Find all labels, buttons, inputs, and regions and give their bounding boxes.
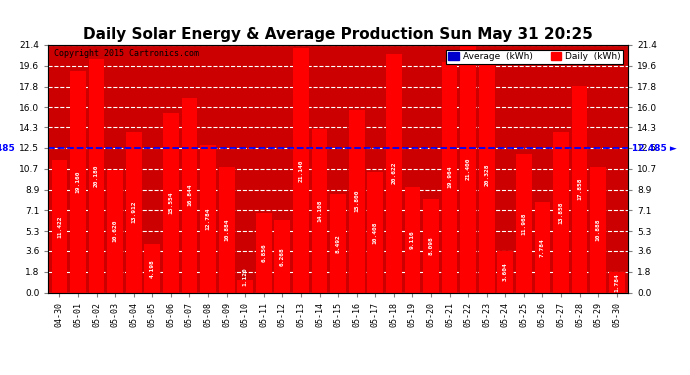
Bar [256,213,272,292]
Bar [70,71,86,292]
Text: 7.784: 7.784 [540,238,545,257]
Bar [200,145,216,292]
Bar [126,132,141,292]
Text: 10.408: 10.408 [373,221,377,244]
Title: Daily Solar Energy & Average Production Sun May 31 20:25: Daily Solar Energy & Average Production … [83,27,593,42]
Bar [609,272,624,292]
Text: Copyright 2015 Cartronics.com: Copyright 2015 Cartronics.com [54,49,199,58]
Text: 1.120: 1.120 [243,267,248,286]
Bar [367,172,383,292]
Bar [572,86,587,292]
Bar [423,199,439,292]
Bar [237,279,253,292]
Text: 10.888: 10.888 [595,218,601,241]
Text: 16.844: 16.844 [187,184,192,206]
Bar [275,220,290,292]
Text: 3.604: 3.604 [503,262,508,281]
Bar [348,110,364,292]
Bar [144,244,160,292]
Text: 19.964: 19.964 [447,166,452,188]
Text: 11.422: 11.422 [57,215,62,238]
Text: 13.858: 13.858 [558,201,564,223]
Bar [163,112,179,292]
Text: 15.554: 15.554 [168,191,173,214]
Bar [386,54,402,292]
Text: 8.492: 8.492 [335,234,341,253]
Text: 4.198: 4.198 [150,259,155,278]
Text: 19.160: 19.160 [75,171,81,193]
Text: 9.116: 9.116 [410,230,415,249]
Text: 21.140: 21.140 [299,159,304,182]
Legend: Average  (kWh), Daily  (kWh): Average (kWh), Daily (kWh) [446,50,623,64]
Text: ◄ 12.485: ◄ 12.485 [0,144,15,153]
Bar [107,170,123,292]
Text: 20.180: 20.180 [94,165,99,187]
Text: 20.328: 20.328 [484,164,489,186]
Bar [404,187,420,292]
Text: 17.858: 17.858 [577,178,582,201]
Text: 21.400: 21.400 [466,158,471,180]
Text: 8.098: 8.098 [428,236,433,255]
Bar [553,132,569,292]
Text: 1.784: 1.784 [614,273,619,291]
Bar [312,129,328,292]
Text: 20.622: 20.622 [391,162,396,184]
Text: 14.108: 14.108 [317,200,322,222]
Bar [331,194,346,292]
Text: 15.800: 15.800 [354,190,359,212]
Bar [460,45,476,292]
Bar [219,166,235,292]
Bar [479,57,495,292]
Text: 12.784: 12.784 [206,207,210,230]
Text: 10.620: 10.620 [112,220,118,242]
Text: 6.856: 6.856 [262,243,266,262]
Bar [516,154,532,292]
Bar [89,59,104,292]
Bar [181,98,197,292]
Bar [52,160,68,292]
Bar [442,62,457,292]
Bar [293,48,309,292]
Text: 11.968: 11.968 [522,212,526,234]
Bar [497,251,513,292]
Text: 6.268: 6.268 [280,247,285,266]
Bar [590,166,606,292]
Text: 13.912: 13.912 [131,201,136,223]
Bar [535,202,551,292]
Text: 12.485 ►: 12.485 ► [632,144,677,153]
Text: 10.884: 10.884 [224,218,229,241]
